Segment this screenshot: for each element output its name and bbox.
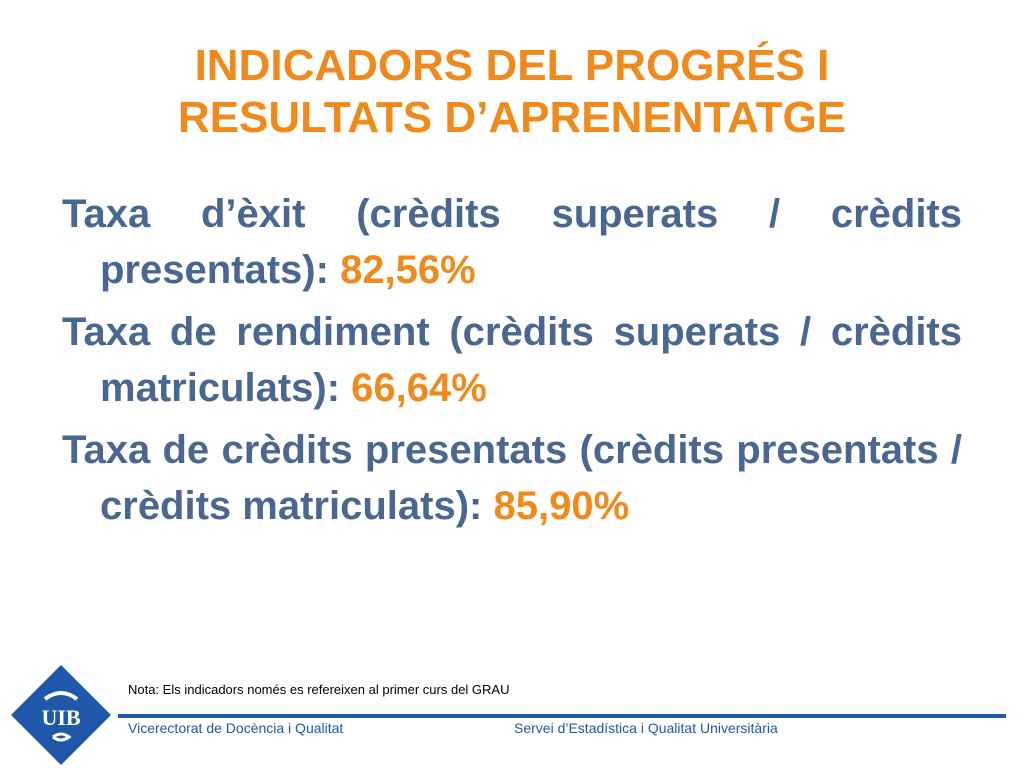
uib-logo-icon: UIB <box>11 665 111 765</box>
footer-right-text: Servei d’Estadística i Qualitat Universi… <box>514 720 778 736</box>
indicator-value: 82,56% <box>340 248 476 292</box>
slide-title: INDICADORS DEL PROGRÉS I RESULTATS D’APR… <box>0 40 1024 144</box>
footer-left-text: Vicerectorat de Docència i Qualitat <box>128 720 344 736</box>
title-line-1: INDICADORS DEL PROGRÉS I <box>194 41 830 90</box>
indicator-value: 85,90% <box>493 484 630 528</box>
indicator-success-rate: Taxa d’èxit (crèdits superats / crèdits … <box>62 186 962 298</box>
logo-text: UIB <box>41 705 80 730</box>
indicator-label: Taxa de rendiment (crèdits superats / cr… <box>62 310 962 410</box>
indicator-performance-rate: Taxa de rendiment (crèdits superats / cr… <box>62 304 962 416</box>
indicator-label: Taxa d’èxit (crèdits superats / crèdits … <box>62 192 962 292</box>
indicator-value: 66,64% <box>351 366 487 410</box>
footer-divider <box>118 714 1006 718</box>
title-line-2: RESULTATS D’APRENENTATGE <box>177 93 847 142</box>
indicator-label: Taxa de crèdits presentats (crèdits pres… <box>62 428 962 528</box>
indicator-list: Taxa d’èxit (crèdits superats / crèdits … <box>62 186 962 540</box>
indicator-presented-rate: Taxa de crèdits presentats (crèdits pres… <box>62 422 962 534</box>
footnote: Nota: Els indicadors només es refereixen… <box>128 682 510 697</box>
